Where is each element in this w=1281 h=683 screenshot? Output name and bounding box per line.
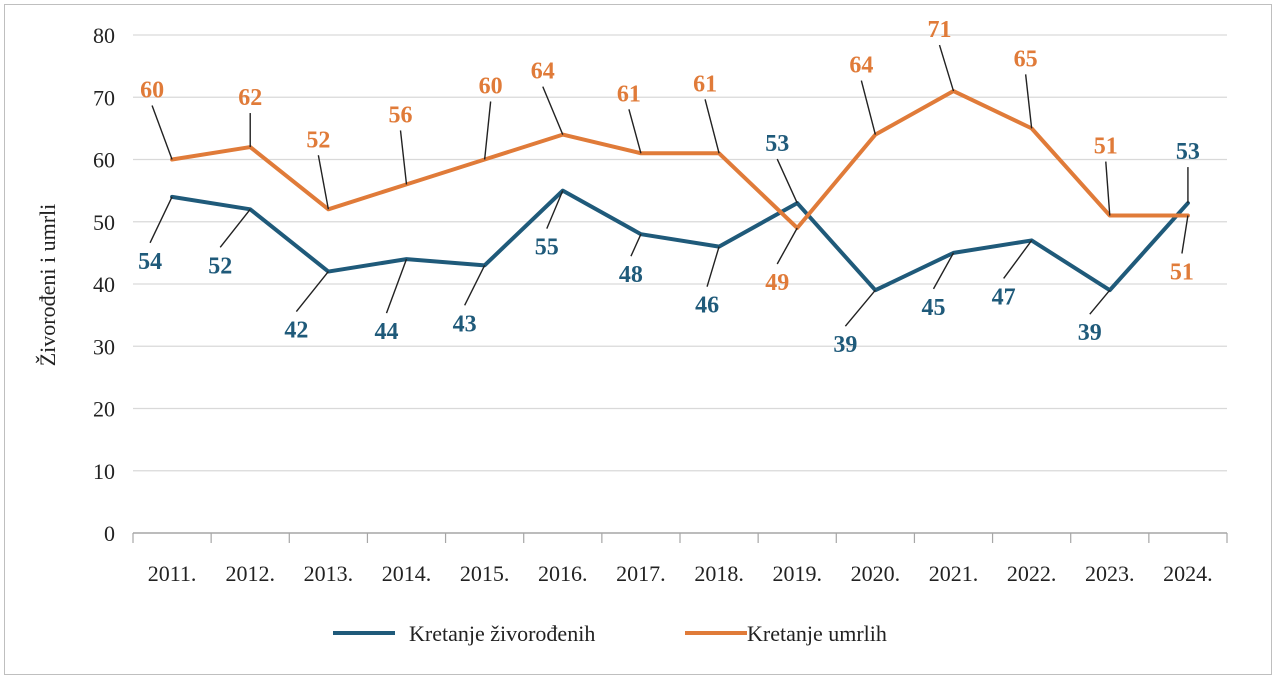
leader-line — [149, 196, 173, 244]
leader-line — [706, 246, 720, 287]
data-label: 51 — [1094, 134, 1118, 160]
data-label: 52 — [208, 253, 232, 279]
x-tick-label: 2024. — [1163, 561, 1213, 586]
data-label: 43 — [453, 311, 477, 337]
x-tick-label: 2012. — [225, 561, 275, 586]
series-group — [170, 89, 1190, 293]
data-label: 60 — [479, 74, 503, 100]
leader-line — [776, 227, 798, 265]
data-label: 64 — [849, 53, 873, 79]
leader-line — [1024, 74, 1033, 129]
grid-lines — [133, 34, 1227, 534]
leader-line — [938, 44, 955, 92]
data-label: 53 — [1176, 139, 1200, 165]
leader-line — [844, 289, 876, 327]
leader-line — [399, 130, 408, 185]
leader-line — [151, 105, 173, 160]
x-tick-label: 2011. — [148, 561, 197, 586]
y-tick-label: 70 — [93, 85, 115, 110]
y-tick-label: 20 — [93, 397, 115, 422]
x-tick-label: 2016. — [538, 561, 588, 586]
legend-label: Kretanje živorođenih — [409, 621, 595, 646]
leader-line — [219, 208, 251, 248]
leader-line — [1003, 240, 1033, 279]
leader-line — [295, 271, 329, 312]
data-labels: 54 52 42 44 43 55 48 46 53 39 45 47 39 53 60 62 52 56 60 64… — [138, 17, 1200, 358]
x-tick-label: 2022. — [1007, 561, 1057, 586]
legend-label: Kretanje umrlih — [747, 621, 887, 646]
x-axis-ticks: 2011. 2012. 2013. 2014. 2015. 2016. 2017. 2018.… — [132, 533, 1228, 586]
data-label: 65 — [1014, 46, 1038, 72]
data-label: 62 — [238, 85, 262, 111]
data-label: 64 — [531, 59, 555, 85]
data-label: 60 — [140, 78, 164, 104]
data-label: 39 — [833, 332, 857, 358]
data-label: 52 — [306, 127, 330, 153]
data-label: 44 — [375, 319, 399, 345]
y-tick-label: 80 — [93, 23, 115, 48]
leader-line — [628, 109, 642, 154]
data-label: 55 — [535, 235, 559, 261]
data-label: 47 — [992, 284, 1016, 310]
data-label: 61 — [693, 71, 717, 97]
y-tick-label: 30 — [93, 334, 115, 359]
leader-line — [860, 80, 877, 135]
x-tick-label: 2023. — [1085, 561, 1135, 586]
x-tick-label: 2017. — [616, 561, 666, 586]
data-label: 39 — [1078, 320, 1102, 346]
x-tick-label: 2019. — [772, 561, 822, 586]
data-label: 42 — [284, 318, 308, 344]
x-tick-label: 2021. — [929, 561, 979, 586]
x-tick-label: 2013. — [304, 561, 354, 586]
data-label: 46 — [695, 293, 719, 319]
leader-line — [776, 158, 798, 204]
leader-line — [1105, 161, 1111, 216]
y-axis-label: Živorođeni i umrli — [35, 204, 60, 367]
data-label: 49 — [765, 270, 789, 296]
chart-frame: 0 10 20 30 40 50 60 70 80 2011. 2012. 2013. 2014. 20… — [4, 4, 1272, 675]
leader-line — [385, 258, 408, 314]
series-line-umrli — [170, 89, 1190, 230]
x-tick-label: 2020. — [851, 561, 901, 586]
y-axis-ticks: 0 10 20 30 40 50 60 70 80 — [93, 23, 115, 546]
leader-line — [704, 99, 720, 154]
leader-line — [932, 252, 955, 290]
leader-line — [546, 190, 564, 229]
series-line-zivorodjeni — [170, 188, 1190, 293]
data-label: 61 — [617, 81, 641, 107]
x-tick-label: 2015. — [460, 561, 510, 586]
data-label: 51 — [1170, 260, 1194, 286]
data-label: 48 — [619, 262, 643, 288]
y-tick-label: 0 — [104, 521, 115, 546]
leader-line — [630, 233, 642, 257]
y-tick-label: 50 — [93, 210, 115, 235]
y-tick-label: 60 — [93, 148, 115, 173]
data-label: 53 — [765, 131, 789, 157]
legend: Kretanje živorođenih Kretanje umrlih — [333, 621, 887, 646]
y-tick-label: 40 — [93, 272, 115, 297]
leader-line — [317, 155, 330, 210]
y-tick-label: 10 — [93, 459, 115, 484]
x-tick-label: 2018. — [694, 561, 744, 586]
leader-line — [464, 265, 486, 306]
data-label: 71 — [928, 17, 952, 43]
leader-line — [1089, 289, 1111, 315]
leader-line — [1181, 215, 1189, 254]
data-label: 56 — [389, 102, 413, 128]
data-label: 45 — [922, 295, 946, 321]
leader-line — [542, 86, 564, 135]
leader-line — [483, 101, 492, 160]
data-label: 54 — [138, 249, 162, 275]
x-tick-label: 2014. — [382, 561, 432, 586]
